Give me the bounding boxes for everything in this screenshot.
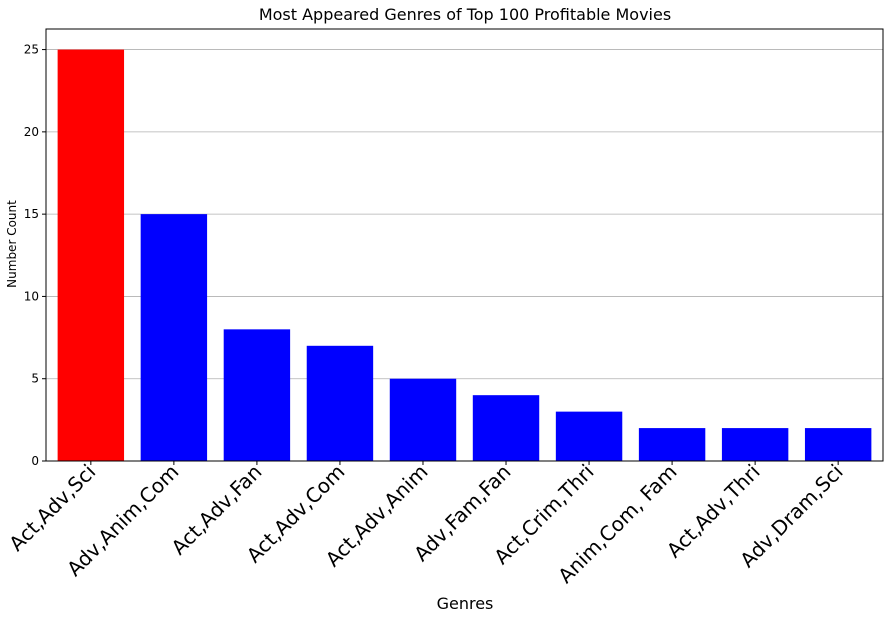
y-tick-label: 5 [31,372,39,386]
bar [389,378,457,461]
bars [57,49,872,461]
x-axis-label: Genres [437,594,494,613]
y-tick-label: 10 [24,289,39,303]
y-axis-label: Number Count [5,200,19,288]
plot-frame [45,28,884,462]
bar [223,329,291,461]
bar [57,49,125,461]
bar [306,345,374,461]
bar [555,411,623,461]
y-axis-ticks: 0 5 10 15 20 25 [24,43,46,468]
y-tick-label: 15 [24,207,39,221]
chart-title: Most Appeared Genres of Top 100 Profitab… [259,5,671,24]
bar [721,428,789,461]
y-tick-label: 0 [31,454,39,468]
y-tick-label: 20 [24,125,39,139]
bar [804,428,872,461]
y-tick-label: 25 [24,43,39,57]
bar [638,428,706,461]
bar [472,395,540,461]
bar [140,214,208,461]
